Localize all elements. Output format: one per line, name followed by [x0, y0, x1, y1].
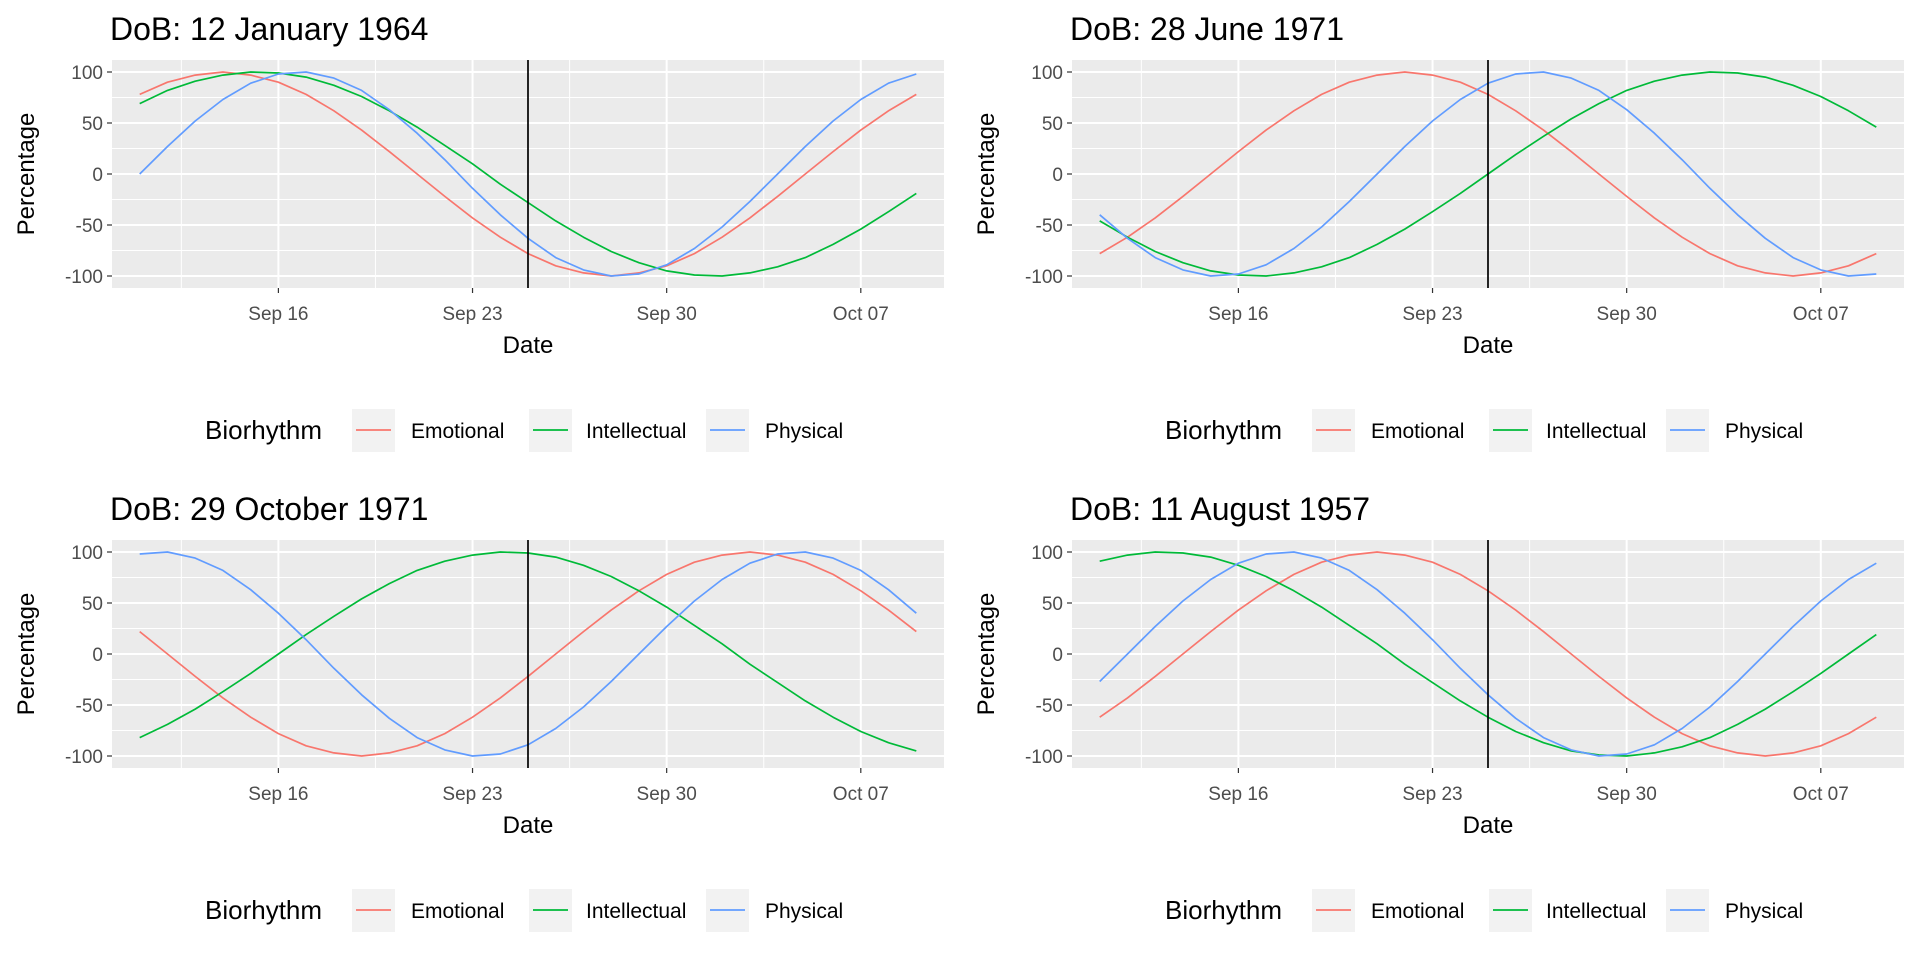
- y-tick-label: -100: [65, 747, 103, 768]
- y-tick-label: 100: [1031, 543, 1063, 564]
- y-tick-label: -100: [1025, 267, 1063, 288]
- y-tick-label: -50: [1036, 696, 1063, 717]
- legend-label: Intellectual: [1546, 420, 1646, 443]
- x-tick-label: Sep 16: [1208, 784, 1268, 805]
- legend-title: Biorhythm: [1165, 895, 1282, 925]
- x-axis-title: Date: [503, 332, 554, 359]
- x-axis-title: Date: [1463, 332, 1514, 359]
- x-tick-label: Sep 30: [1597, 304, 1657, 325]
- y-tick-label: -50: [76, 696, 103, 717]
- y-tick-label: -100: [1025, 747, 1063, 768]
- chart-panel: DoB: 29 October 1971 100 50 0 -50 -100 Sep 16 S…: [13, 491, 944, 932]
- x-tick-label: Oct 07: [833, 304, 889, 325]
- x-tick-label: Sep 16: [248, 784, 308, 805]
- y-tick-label: -50: [1036, 216, 1063, 237]
- legend-label: Physical: [1725, 900, 1803, 923]
- panel-title: DoB: 28 June 1971: [1070, 11, 1344, 47]
- legend: Biorhythm Emotional Intellectual Physical: [205, 889, 843, 932]
- legend: Biorhythm Emotional Intellectual Physical: [205, 409, 843, 452]
- legend-label: Intellectual: [586, 900, 686, 923]
- y-tick-label: -100: [65, 267, 103, 288]
- y-tick-label: 50: [1042, 114, 1063, 135]
- x-tick-label: Oct 07: [833, 784, 889, 805]
- legend-title: Biorhythm: [205, 895, 322, 925]
- y-tick-label: 0: [1052, 165, 1063, 186]
- y-tick-label: 0: [1052, 645, 1063, 666]
- y-axis-title: Percentage: [13, 593, 40, 716]
- x-tick-label: Sep 23: [442, 784, 502, 805]
- y-tick-label: 50: [82, 114, 103, 135]
- x-tick-label: Sep 30: [1597, 784, 1657, 805]
- legend-label: Emotional: [1371, 420, 1464, 443]
- panel-title: DoB: 29 October 1971: [110, 491, 428, 527]
- panel-title: DoB: 11 August 1957: [1070, 491, 1370, 527]
- x-tick-label: Oct 07: [1793, 304, 1849, 325]
- x-tick-label: Sep 30: [637, 304, 697, 325]
- chart-panel: DoB: 12 January 1964 100 50 0 -50 -100 Sep 16 S…: [13, 11, 944, 452]
- chart-panel: DoB: 28 June 1971 100 50 0 -50 -100 Sep 16 Sep …: [973, 11, 1904, 452]
- legend-label: Intellectual: [586, 420, 686, 443]
- y-tick-label: 50: [82, 594, 103, 615]
- y-tick-label: 100: [71, 63, 103, 84]
- x-tick-label: Sep 23: [442, 304, 502, 325]
- y-axis-title: Percentage: [973, 593, 1000, 716]
- y-tick-label: -50: [76, 216, 103, 237]
- x-tick-label: Sep 23: [1402, 304, 1462, 325]
- y-tick-label: 0: [92, 645, 103, 666]
- x-tick-label: Oct 07: [1793, 784, 1849, 805]
- legend-label: Emotional: [1371, 900, 1464, 923]
- legend-label: Emotional: [411, 900, 504, 923]
- x-axis-title: Date: [503, 812, 554, 839]
- x-tick-label: Sep 30: [637, 784, 697, 805]
- y-tick-label: 0: [92, 165, 103, 186]
- x-axis-title: Date: [1463, 812, 1514, 839]
- legend-label: Emotional: [411, 420, 504, 443]
- legend-label: Physical: [765, 420, 843, 443]
- x-tick-label: Sep 16: [1208, 304, 1268, 325]
- chart-panel: DoB: 11 August 1957 100 50 0 -50 -100 Sep 16 Se…: [973, 491, 1904, 932]
- y-tick-label: 50: [1042, 594, 1063, 615]
- legend-label: Intellectual: [1546, 900, 1646, 923]
- y-tick-label: 100: [1031, 63, 1063, 84]
- y-tick-label: 100: [71, 543, 103, 564]
- legend: Biorhythm Emotional Intellectual Physical: [1165, 409, 1803, 452]
- legend: Biorhythm Emotional Intellectual Physical: [1165, 889, 1803, 932]
- legend-title: Biorhythm: [205, 415, 322, 445]
- panel-title: DoB: 12 January 1964: [110, 11, 428, 47]
- legend-label: Physical: [765, 900, 843, 923]
- legend-title: Biorhythm: [1165, 415, 1282, 445]
- y-axis-title: Percentage: [973, 113, 1000, 236]
- x-tick-label: Sep 23: [1402, 784, 1462, 805]
- y-axis-title: Percentage: [13, 113, 40, 236]
- x-tick-label: Sep 16: [248, 304, 308, 325]
- legend-label: Physical: [1725, 420, 1803, 443]
